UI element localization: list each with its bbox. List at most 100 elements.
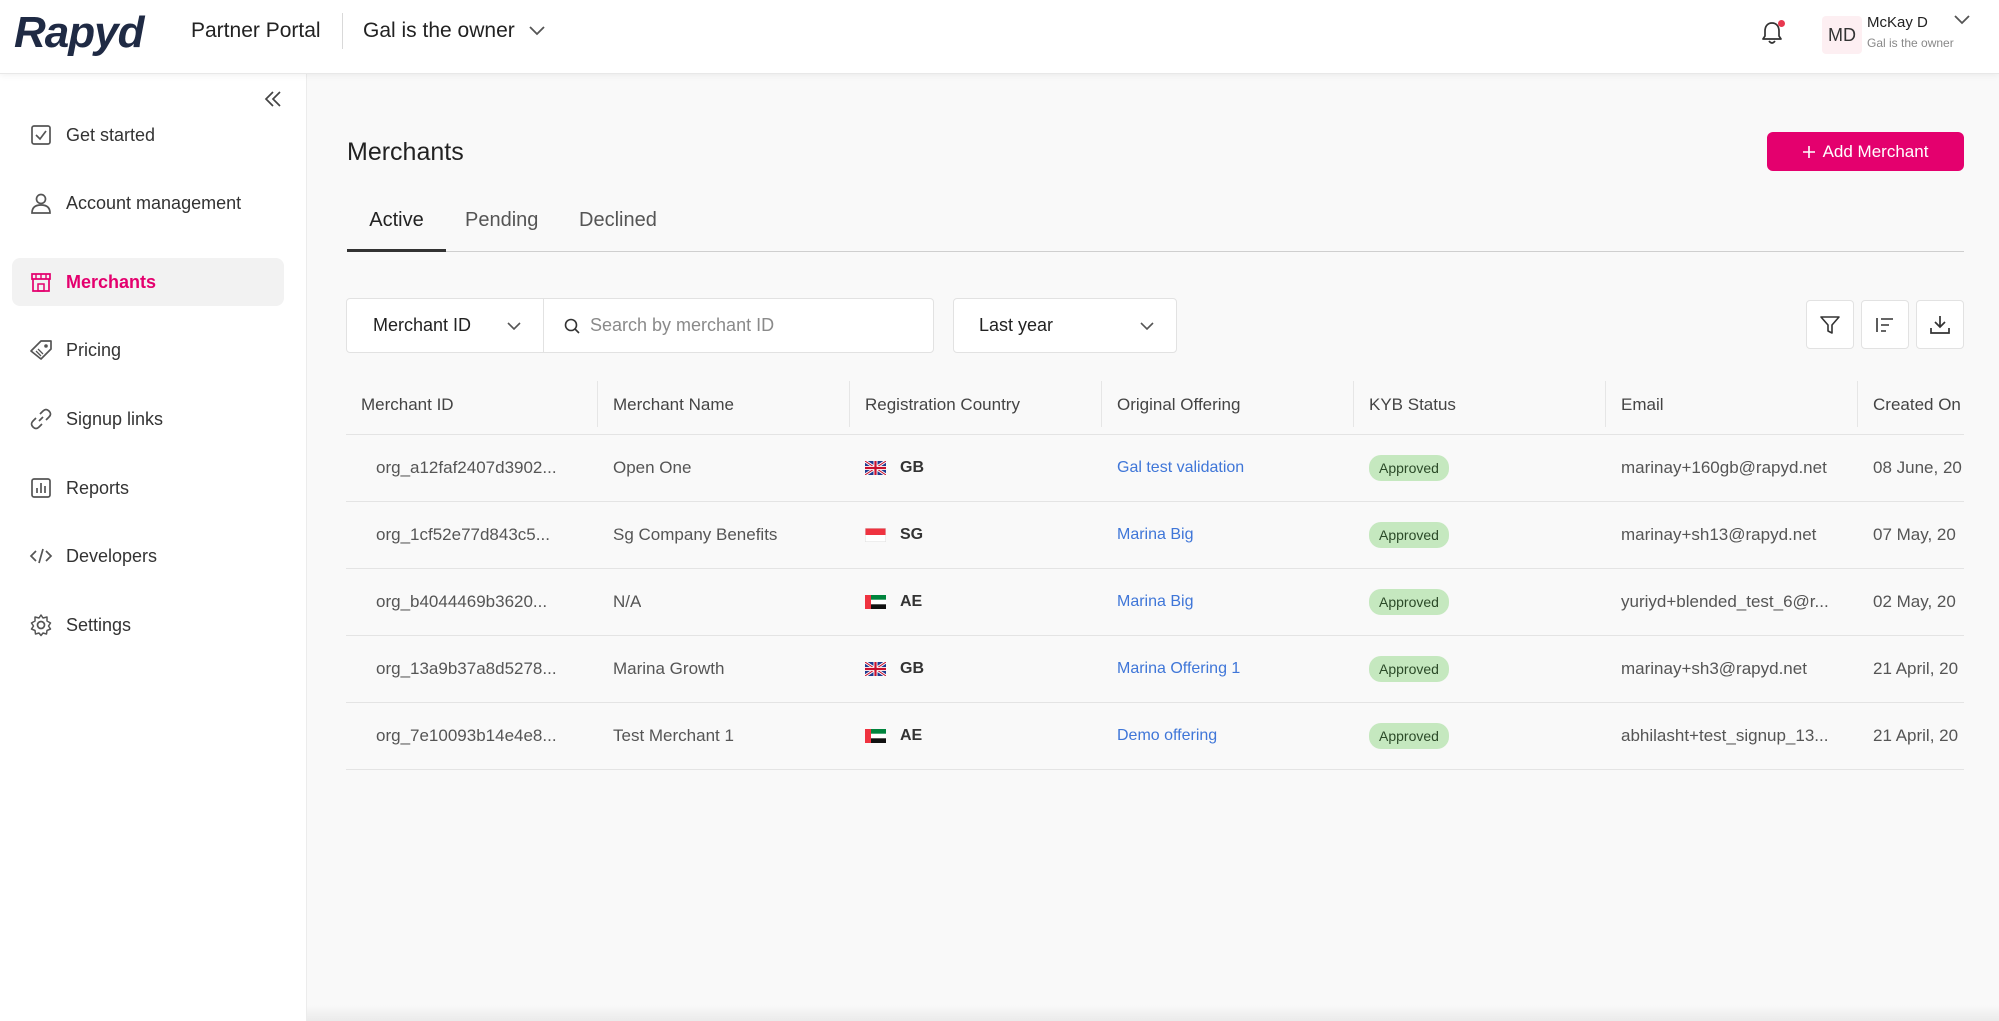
country-code: GB bbox=[900, 459, 924, 476]
notification-dot bbox=[1778, 20, 1785, 27]
search-input[interactable] bbox=[590, 315, 910, 336]
table-row[interactable]: org_b4044469b3620... N/A AE Marina Big A… bbox=[346, 569, 1964, 636]
chevron-down-icon bbox=[1140, 321, 1154, 330]
merchant-status-tabs: Active Pending Declined bbox=[347, 204, 1964, 252]
offering-link[interactable]: Marina Offering 1 bbox=[1117, 660, 1241, 677]
search-filter-group: Merchant ID bbox=[346, 298, 934, 353]
date-range-select[interactable]: Last year bbox=[953, 298, 1177, 353]
email-cell: marinay+sh13@rapyd.net bbox=[1621, 525, 1817, 544]
country-cell: GB bbox=[865, 636, 924, 702]
email-cell: marinay+sh3@rapyd.net bbox=[1621, 659, 1807, 678]
column-header[interactable]: Registration Country bbox=[865, 395, 1020, 414]
merchants-table: Merchant ID Merchant Name Registration C… bbox=[346, 375, 1964, 771]
email-cell: abhilasht+test_signup_13... bbox=[1621, 726, 1829, 745]
country-code: GB bbox=[900, 660, 924, 677]
filter-icon bbox=[1820, 315, 1840, 334]
avatar[interactable]: MD bbox=[1822, 16, 1862, 54]
sidebar-item-merchants[interactable]: Merchants bbox=[12, 258, 284, 306]
search-box bbox=[544, 299, 933, 352]
offering-link[interactable]: Marina Big bbox=[1117, 526, 1194, 543]
sidebar-item-label: Settings bbox=[66, 614, 132, 635]
tab-declined[interactable]: Declined bbox=[579, 209, 657, 231]
column-header[interactable]: Created On bbox=[1873, 395, 1961, 414]
merchant-id-cell: org_13a9b37a8d5278... bbox=[376, 659, 557, 678]
chevron-down-icon bbox=[507, 321, 521, 330]
sidebar: Get started Account management Merchants… bbox=[0, 74, 307, 1021]
link-icon bbox=[28, 406, 54, 432]
kyb-status-cell: Approved bbox=[1369, 435, 1449, 501]
merchant-id-cell: org_1cf52e77d843c5... bbox=[376, 525, 550, 544]
table-row[interactable]: org_13a9b37a8d5278... Marina Growth GB M… bbox=[346, 636, 1964, 703]
add-merchant-button[interactable]: Add Merchant bbox=[1767, 132, 1964, 171]
filter-button[interactable] bbox=[1806, 300, 1854, 349]
sidebar-item-label: Reports bbox=[66, 477, 130, 498]
column-divider bbox=[1101, 381, 1102, 427]
table-row[interactable]: org_7e10093b14e4e8... Test Merchant 1 AE… bbox=[346, 703, 1964, 770]
notification-bell-icon[interactable] bbox=[1760, 20, 1786, 48]
country-cell: AE bbox=[865, 703, 922, 769]
created-on-cell: 02 May, 20 bbox=[1873, 592, 1956, 611]
sort-lines-icon bbox=[1876, 317, 1893, 332]
rapyd-logo[interactable]: Rapyd bbox=[14, 8, 144, 57]
offering-link[interactable]: Gal test validation bbox=[1117, 459, 1245, 476]
columns-button[interactable] bbox=[1861, 300, 1909, 349]
column-header[interactable]: KYB Status bbox=[1369, 395, 1456, 414]
tab-pending[interactable]: Pending bbox=[465, 209, 539, 231]
sidebar-item-label: Signup links bbox=[66, 408, 164, 429]
page-title: Merchants bbox=[347, 138, 464, 166]
add-merchant-label: Add Merchant bbox=[1822, 141, 1929, 161]
user-role: Gal is the owner bbox=[1867, 36, 1954, 50]
download-button[interactable] bbox=[1916, 300, 1964, 349]
created-on-cell: 07 May, 20 bbox=[1873, 525, 1956, 544]
singapore-flag-icon bbox=[865, 528, 886, 542]
header-divider bbox=[342, 13, 343, 49]
column-header[interactable]: Merchant Name bbox=[613, 395, 734, 414]
code-icon bbox=[28, 543, 54, 569]
sidebar-item-settings[interactable]: Settings bbox=[12, 601, 284, 649]
sidebar-item-label: Pricing bbox=[66, 339, 122, 360]
column-divider bbox=[1605, 381, 1606, 427]
collapse-sidebar-icon[interactable] bbox=[262, 88, 284, 110]
country-cell: GB bbox=[865, 435, 924, 501]
column-divider bbox=[597, 381, 598, 427]
sidebar-item-pricing[interactable]: Pricing bbox=[12, 326, 284, 374]
table-row[interactable]: org_a12faf2407d3902... Open One GB Gal t… bbox=[346, 435, 1964, 502]
chevron-down-icon bbox=[529, 26, 545, 36]
table-row[interactable]: org_1cf52e77d843c5... Sg Company Benefit… bbox=[346, 502, 1964, 569]
org-selector[interactable]: Gal is the owner bbox=[363, 17, 545, 45]
created-on-cell: 21 April, 20 bbox=[1873, 659, 1959, 678]
plus-icon bbox=[1802, 145, 1815, 158]
bottom-scroll-shadow bbox=[307, 1005, 1999, 1021]
sidebar-item-label: Account management bbox=[66, 192, 242, 213]
offering-link[interactable]: Marina Big bbox=[1117, 593, 1194, 610]
status-badge: Approved bbox=[1369, 723, 1449, 749]
merchant-id-cell: org_a12faf2407d3902... bbox=[376, 458, 557, 477]
merchant-name-cell: Marina Growth bbox=[613, 659, 725, 678]
org-selector-label: Gal is the owner bbox=[363, 19, 515, 42]
user-name[interactable]: McKay D bbox=[1867, 14, 1928, 31]
tab-active[interactable]: Active bbox=[347, 204, 446, 252]
column-divider bbox=[849, 381, 850, 427]
sidebar-item-developers[interactable]: Developers bbox=[12, 532, 284, 580]
sidebar-item-signup-links[interactable]: Signup links bbox=[12, 395, 284, 443]
sidebar-item-label: Get started bbox=[66, 124, 156, 145]
offering-link[interactable]: Demo offering bbox=[1117, 727, 1218, 744]
merchant-id-cell: org_7e10093b14e4e8... bbox=[376, 726, 557, 745]
sidebar-item-get-started[interactable]: Get started bbox=[12, 111, 284, 159]
search-field-select[interactable]: Merchant ID bbox=[347, 299, 544, 352]
kyb-status-cell: Approved bbox=[1369, 502, 1449, 568]
merchant-id-cell: org_b4044469b3620... bbox=[376, 592, 548, 611]
sidebar-item-label: Developers bbox=[66, 545, 158, 566]
column-header[interactable]: Merchant ID bbox=[361, 395, 454, 414]
merchant-name-cell: Sg Company Benefits bbox=[613, 525, 778, 544]
sidebar-item-reports[interactable]: Reports bbox=[12, 464, 284, 512]
column-header[interactable]: Email bbox=[1621, 395, 1664, 414]
portal-name: Partner Portal bbox=[191, 19, 321, 42]
download-icon bbox=[1930, 315, 1950, 334]
column-header[interactable]: Original Offering bbox=[1117, 395, 1241, 414]
user-icon bbox=[28, 190, 54, 216]
user-menu-chevron-icon[interactable] bbox=[1954, 15, 1970, 25]
status-badge: Approved bbox=[1369, 455, 1449, 481]
sidebar-item-account-management[interactable]: Account management bbox=[12, 179, 284, 227]
gear-icon bbox=[28, 612, 54, 638]
